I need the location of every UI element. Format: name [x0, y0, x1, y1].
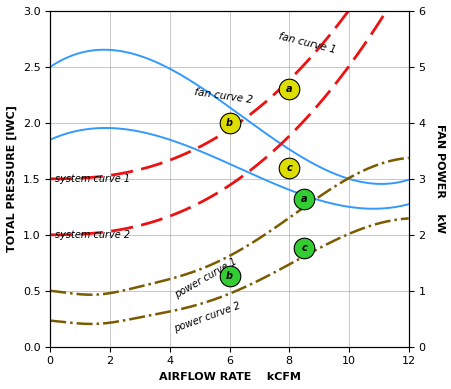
Text: a: a — [285, 84, 292, 94]
Point — [285, 86, 292, 93]
Y-axis label: FAN POWER    kW: FAN POWER kW — [434, 124, 444, 233]
Text: system curve 1: system curve 1 — [55, 174, 129, 184]
Point — [285, 165, 292, 171]
Text: fan curve 1: fan curve 1 — [277, 32, 336, 56]
Text: b: b — [226, 271, 232, 281]
Text: power curve 2: power curve 2 — [172, 301, 241, 334]
Y-axis label: TOTAL PRESSURE [IWC]: TOTAL PRESSURE [IWC] — [7, 105, 17, 252]
Text: a: a — [300, 194, 307, 204]
Point — [226, 273, 233, 279]
Point — [226, 120, 233, 126]
Text: fan curve 2: fan curve 2 — [193, 87, 253, 105]
X-axis label: AIRFLOW RATE    kCFM: AIRFLOW RATE kCFM — [158, 372, 300, 382]
Point — [300, 196, 307, 202]
Text: system curve 2: system curve 2 — [55, 230, 129, 240]
Text: power curve 1: power curve 1 — [172, 256, 238, 300]
Text: c: c — [301, 243, 306, 253]
Text: c: c — [286, 163, 291, 173]
Text: b: b — [226, 118, 232, 128]
Point — [300, 245, 307, 251]
